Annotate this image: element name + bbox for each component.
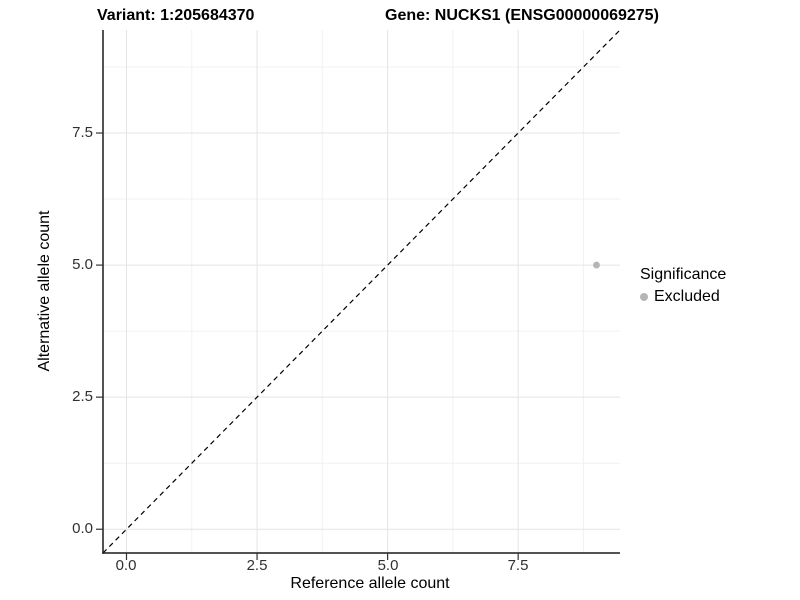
- x-tick-label-0: 0.0: [115, 557, 137, 574]
- x-tick-label-1: 2.5: [246, 557, 268, 574]
- identity-line: [102, 29, 621, 554]
- y-axis-title: Alternative allele count: [36, 210, 53, 372]
- y-tick-label-1: 2.5: [72, 388, 93, 405]
- x-tick-label-2: 5.0: [377, 557, 399, 574]
- x-tick-label-3: 7.5: [507, 557, 529, 574]
- variant-title: Variant: 1:205684370: [97, 7, 255, 24]
- y-tick-label-0: 0.0: [72, 520, 93, 537]
- excluded-point-icon: [640, 293, 648, 301]
- gene-title: Gene: NUCKS1 (ENSG00000069275): [385, 7, 659, 24]
- x-axis-title: Reference allele count: [290, 575, 450, 592]
- legend: Significance Excluded: [640, 266, 726, 306]
- data-point: [593, 261, 600, 269]
- legend-entry-label: Excluded: [654, 288, 720, 305]
- legend-title: Significance: [640, 266, 727, 283]
- legend-entry-excluded: Excluded: [640, 288, 726, 306]
- y-tick-label-2: 5.0: [72, 256, 93, 273]
- y-tick-label-3: 7.5: [72, 124, 93, 141]
